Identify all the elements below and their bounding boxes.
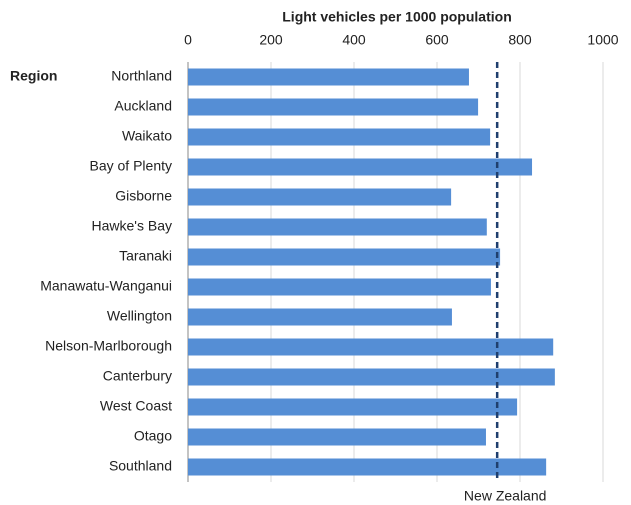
y-tick-label: Waikato xyxy=(122,128,172,144)
bar xyxy=(188,188,452,206)
chart-title: Light vehicles per 1000 population xyxy=(282,9,512,25)
y-tick-label: Nelson-Marlborough xyxy=(45,338,172,354)
bar xyxy=(188,68,469,86)
x-tick-label: 400 xyxy=(342,32,366,48)
bar xyxy=(188,428,486,446)
y-tick-label: Southland xyxy=(109,458,172,474)
bar xyxy=(188,278,491,296)
y-tick-label: Canterbury xyxy=(103,368,172,384)
x-tick-label: 200 xyxy=(259,32,283,48)
y-tick-label: Otago xyxy=(134,428,172,444)
axis-title: Region xyxy=(10,68,57,84)
x-tick-label: 600 xyxy=(425,32,449,48)
reference-label: New Zealand xyxy=(464,488,547,504)
y-tick-label: Bay of Plenty xyxy=(90,158,173,174)
y-tick-label: Gisborne xyxy=(115,188,172,204)
bar xyxy=(188,158,533,176)
x-tick-label: 0 xyxy=(184,32,192,48)
x-tick-label: 1000 xyxy=(587,32,618,48)
y-tick-label: Wellington xyxy=(107,308,172,324)
bar xyxy=(188,218,487,236)
bar xyxy=(188,458,547,476)
bar xyxy=(188,128,491,146)
x-tick-label: 800 xyxy=(508,32,532,48)
y-tick-label: Hawke's Bay xyxy=(92,218,172,234)
y-tick-label: West Coast xyxy=(100,398,172,414)
y-tick-label: Auckland xyxy=(114,98,172,114)
bar xyxy=(188,308,452,326)
bar xyxy=(188,98,479,116)
y-tick-label: Taranaki xyxy=(119,248,172,264)
bar xyxy=(188,338,554,356)
y-tick-label: Northland xyxy=(111,68,172,84)
bar xyxy=(188,248,501,266)
bar xyxy=(188,368,555,386)
y-tick-label: Manawatu-Wanganui xyxy=(40,278,172,294)
bar xyxy=(188,398,518,416)
